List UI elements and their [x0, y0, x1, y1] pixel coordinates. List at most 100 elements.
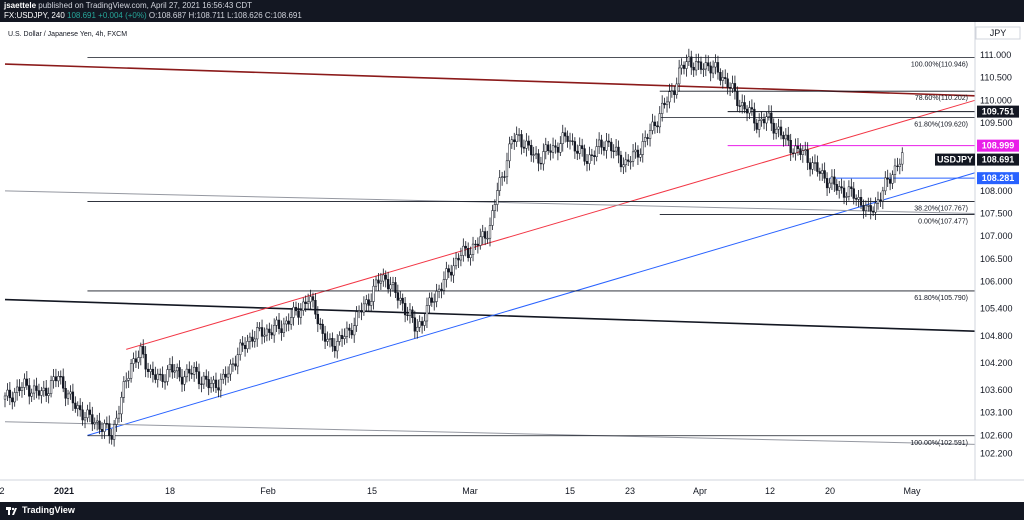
candle-body — [775, 128, 778, 134]
candle-body — [120, 397, 123, 415]
candle-body — [663, 102, 666, 106]
candle-body — [243, 345, 247, 350]
candle-body — [445, 268, 448, 280]
candle-body — [503, 176, 506, 178]
candle-body — [205, 375, 208, 380]
candle-body — [864, 205, 868, 211]
candle-body — [188, 368, 191, 374]
candle-body — [590, 154, 594, 156]
candle-body — [758, 120, 761, 130]
candle-body — [403, 303, 407, 316]
candle-body — [277, 319, 281, 329]
candle-body — [326, 339, 329, 342]
candle-body — [641, 141, 644, 155]
price-tag-label: 108.999 — [982, 141, 1015, 151]
candle-body — [54, 376, 58, 382]
candle-body — [340, 335, 344, 340]
candle-body — [11, 397, 14, 403]
candle-body — [40, 390, 43, 396]
candle-body — [869, 205, 872, 212]
candle-body — [714, 62, 717, 68]
candle-body — [372, 285, 375, 302]
candle-body — [239, 342, 242, 355]
trend-line — [87, 172, 976, 436]
candle-body — [510, 139, 513, 145]
candle-body — [631, 151, 635, 162]
candle-body — [772, 122, 775, 134]
trend-line — [4, 421, 976, 445]
candle-body — [808, 162, 812, 170]
candle-body — [360, 310, 363, 313]
candle-body — [687, 56, 691, 62]
candle-body — [571, 140, 574, 142]
candle-body — [867, 205, 870, 207]
candle-body — [108, 423, 111, 436]
candle-body — [132, 358, 135, 364]
candle-body — [573, 141, 577, 152]
candle-body — [770, 112, 773, 124]
candle-body — [309, 296, 312, 303]
time-tick-label: 12 — [765, 486, 775, 496]
candle-body — [624, 159, 627, 166]
candle-body — [146, 368, 150, 372]
publish-header: jsaettele published on TradingView.com, … — [0, 0, 1024, 22]
candle-body — [156, 373, 159, 380]
candle-body — [614, 146, 618, 152]
candle-body — [323, 333, 327, 342]
candle-body — [694, 61, 698, 71]
footer-brand[interactable]: TradingView — [22, 505, 75, 515]
trend-line — [4, 190, 976, 215]
candle-body — [811, 162, 814, 170]
time-axis[interactable]: 2 2021 18 Feb 15 Mar 15 23 Apr 12 20 May — [0, 486, 921, 496]
candle-body — [850, 186, 853, 189]
candle-body — [32, 385, 36, 394]
candle-body — [263, 334, 266, 337]
price-tick-label: 105.400 — [980, 304, 1013, 314]
candle-body — [838, 186, 841, 191]
candle-body — [224, 373, 227, 378]
candle-body — [627, 159, 630, 162]
candle-body — [881, 190, 885, 202]
candle-body — [125, 380, 128, 382]
candle-body — [86, 409, 89, 419]
price-axis[interactable]: 111.000 110.500 110.000 109.500 108.000 107.5… — [980, 50, 1013, 458]
fib-level-label: 100.00%(110.946) — [911, 61, 968, 68]
candle-body — [362, 303, 366, 313]
price-tick-label: 102.200 — [980, 448, 1013, 458]
candle-body — [578, 145, 581, 154]
candle-body — [556, 146, 560, 153]
candle-body — [515, 134, 518, 142]
candle-body — [704, 62, 707, 70]
price-chart[interactable]: U.S. Dollar / Japanese Yen, 4h, FXCM 100… — [0, 22, 1024, 502]
price-tick-label: 108.000 — [980, 186, 1013, 196]
candle-body — [408, 309, 412, 316]
publisher-name[interactable]: jsaettele — [4, 1, 37, 10]
candle-body — [3, 395, 7, 400]
candle-body — [818, 171, 821, 174]
candle-body — [488, 225, 492, 239]
price-tick-label: 111.000 — [980, 50, 1011, 60]
candle-body — [520, 134, 523, 148]
candle-body — [251, 336, 254, 342]
publisher-line: jsaettele published on TradingView.com, … — [4, 0, 252, 11]
candle-body — [806, 149, 809, 163]
candle-body — [471, 243, 475, 255]
candle-body — [411, 309, 414, 318]
price-tag-bg — [977, 105, 1019, 118]
high-value: H:108.711 — [188, 11, 225, 20]
candle-body — [134, 358, 138, 363]
candle-body — [416, 326, 419, 332]
candle-body — [377, 279, 380, 284]
candle-body — [396, 292, 400, 301]
time-tick-label: Feb — [260, 486, 276, 496]
candle-body — [534, 153, 538, 156]
candle-body — [163, 381, 167, 383]
candle-body — [69, 391, 72, 395]
candle-body — [248, 336, 252, 342]
candle-body — [568, 140, 572, 142]
candle-body — [682, 64, 686, 69]
candle-body — [171, 364, 174, 373]
candle-body — [454, 257, 458, 267]
candle-body — [353, 325, 356, 336]
